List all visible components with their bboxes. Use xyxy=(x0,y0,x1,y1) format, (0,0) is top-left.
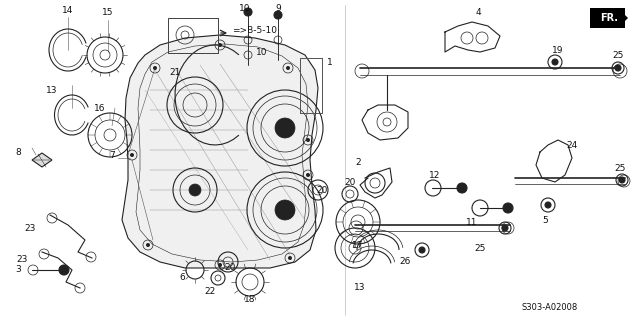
Text: 25: 25 xyxy=(612,51,624,60)
Circle shape xyxy=(274,11,282,19)
Text: 11: 11 xyxy=(467,218,477,227)
Circle shape xyxy=(130,153,134,157)
Text: 12: 12 xyxy=(429,171,441,180)
Circle shape xyxy=(419,247,425,253)
Circle shape xyxy=(615,65,621,71)
Text: 6: 6 xyxy=(179,274,185,283)
Text: 5: 5 xyxy=(542,215,548,225)
Text: 24: 24 xyxy=(566,140,578,149)
Text: 3: 3 xyxy=(15,266,21,275)
Text: 13: 13 xyxy=(46,85,58,94)
Text: 20: 20 xyxy=(316,186,328,195)
Text: 16: 16 xyxy=(94,103,106,113)
Text: 17: 17 xyxy=(352,241,364,250)
Circle shape xyxy=(502,225,508,231)
Bar xyxy=(168,18,218,53)
Text: 10: 10 xyxy=(239,4,251,12)
Text: 15: 15 xyxy=(102,7,114,17)
Circle shape xyxy=(306,173,310,177)
Text: =>B-5-10: =>B-5-10 xyxy=(232,26,277,35)
Text: 20: 20 xyxy=(224,263,236,273)
Text: 20: 20 xyxy=(344,178,356,187)
Circle shape xyxy=(457,183,467,193)
Text: 7: 7 xyxy=(109,150,115,159)
Circle shape xyxy=(552,59,558,65)
Bar xyxy=(300,58,322,113)
Text: 23: 23 xyxy=(16,255,28,265)
Text: 14: 14 xyxy=(62,5,74,14)
Text: 18: 18 xyxy=(244,295,256,305)
Polygon shape xyxy=(590,8,625,28)
Text: 21: 21 xyxy=(170,68,180,76)
Text: 26: 26 xyxy=(399,258,411,267)
Text: 25: 25 xyxy=(474,244,486,252)
Circle shape xyxy=(153,66,157,70)
Text: S303-A02008: S303-A02008 xyxy=(522,303,578,313)
Text: 9: 9 xyxy=(275,4,281,12)
Text: FR.: FR. xyxy=(600,13,618,23)
Polygon shape xyxy=(595,8,628,28)
Circle shape xyxy=(218,263,222,267)
Circle shape xyxy=(189,184,201,196)
Bar xyxy=(300,58,322,113)
Circle shape xyxy=(619,177,625,183)
Circle shape xyxy=(286,66,290,70)
Circle shape xyxy=(288,256,292,260)
Circle shape xyxy=(545,202,551,208)
Text: 23: 23 xyxy=(24,223,36,233)
Text: 2: 2 xyxy=(355,157,361,166)
Circle shape xyxy=(59,265,69,275)
Circle shape xyxy=(146,243,150,247)
Circle shape xyxy=(275,118,295,138)
Text: 25: 25 xyxy=(614,164,626,172)
Circle shape xyxy=(503,203,513,213)
Circle shape xyxy=(275,200,295,220)
Text: 4: 4 xyxy=(475,7,481,17)
Circle shape xyxy=(244,8,252,16)
Text: 13: 13 xyxy=(355,284,365,292)
Text: 10: 10 xyxy=(256,47,268,57)
Circle shape xyxy=(218,43,222,47)
Text: 1: 1 xyxy=(327,58,333,67)
Polygon shape xyxy=(32,153,52,167)
Polygon shape xyxy=(122,35,318,268)
Text: 22: 22 xyxy=(204,287,216,297)
Text: 8: 8 xyxy=(15,148,21,156)
Text: 19: 19 xyxy=(552,45,564,54)
Circle shape xyxy=(306,138,310,142)
